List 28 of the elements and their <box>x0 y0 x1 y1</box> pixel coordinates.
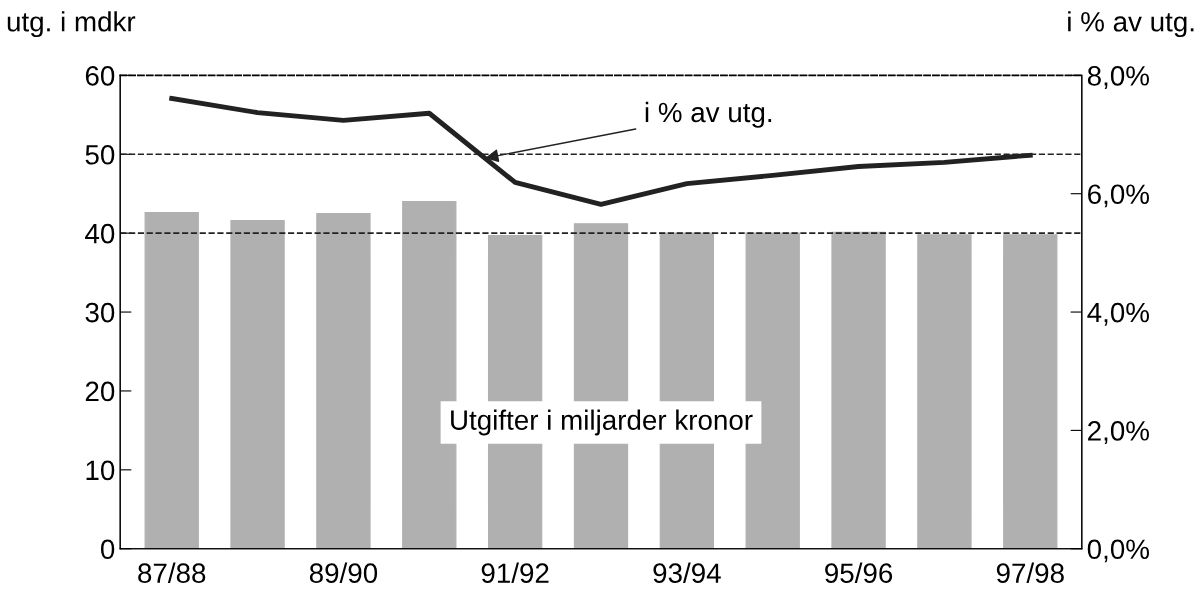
y2-tick-label: 8,0% <box>1087 66 1149 89</box>
bar <box>316 212 371 549</box>
y-tick-label: 30 <box>85 302 115 323</box>
bar <box>144 212 199 549</box>
y-tick-label: 0 <box>100 539 115 560</box>
y-tick-label: 50 <box>85 144 115 165</box>
bar <box>230 219 285 549</box>
y2-axis-title: i % av utg. <box>1068 11 1194 38</box>
y-tick-label: 40 <box>85 223 115 244</box>
x-tick-label: 97/98 <box>996 562 1064 584</box>
x-tick-label: 93/94 <box>653 562 721 584</box>
x-tick-label: 89/90 <box>309 562 378 584</box>
y-tick-label: 60 <box>85 66 115 86</box>
bar <box>1003 234 1058 549</box>
bar <box>831 231 886 549</box>
y2-tick-label: 4,0% <box>1087 302 1149 326</box>
bar <box>917 234 972 549</box>
annotation: i % av utg. <box>645 101 772 128</box>
annotation: Utgifter i miljarder kronor <box>451 409 753 436</box>
y2-tick-label: 6,0% <box>1088 184 1149 208</box>
y2-tick-label: 0,0% <box>1087 539 1149 563</box>
y-tick-label: 20 <box>85 381 115 402</box>
x-tick-label: 87/88 <box>138 562 206 584</box>
x-tick-label: 95/96 <box>825 562 893 584</box>
x-tick-label: 91/92 <box>481 562 549 584</box>
y2-tick-label: 2,0% <box>1088 421 1149 445</box>
y-axis-title: utg. i mdkr <box>7 11 136 38</box>
y-tick-label: 10 <box>86 460 115 481</box>
